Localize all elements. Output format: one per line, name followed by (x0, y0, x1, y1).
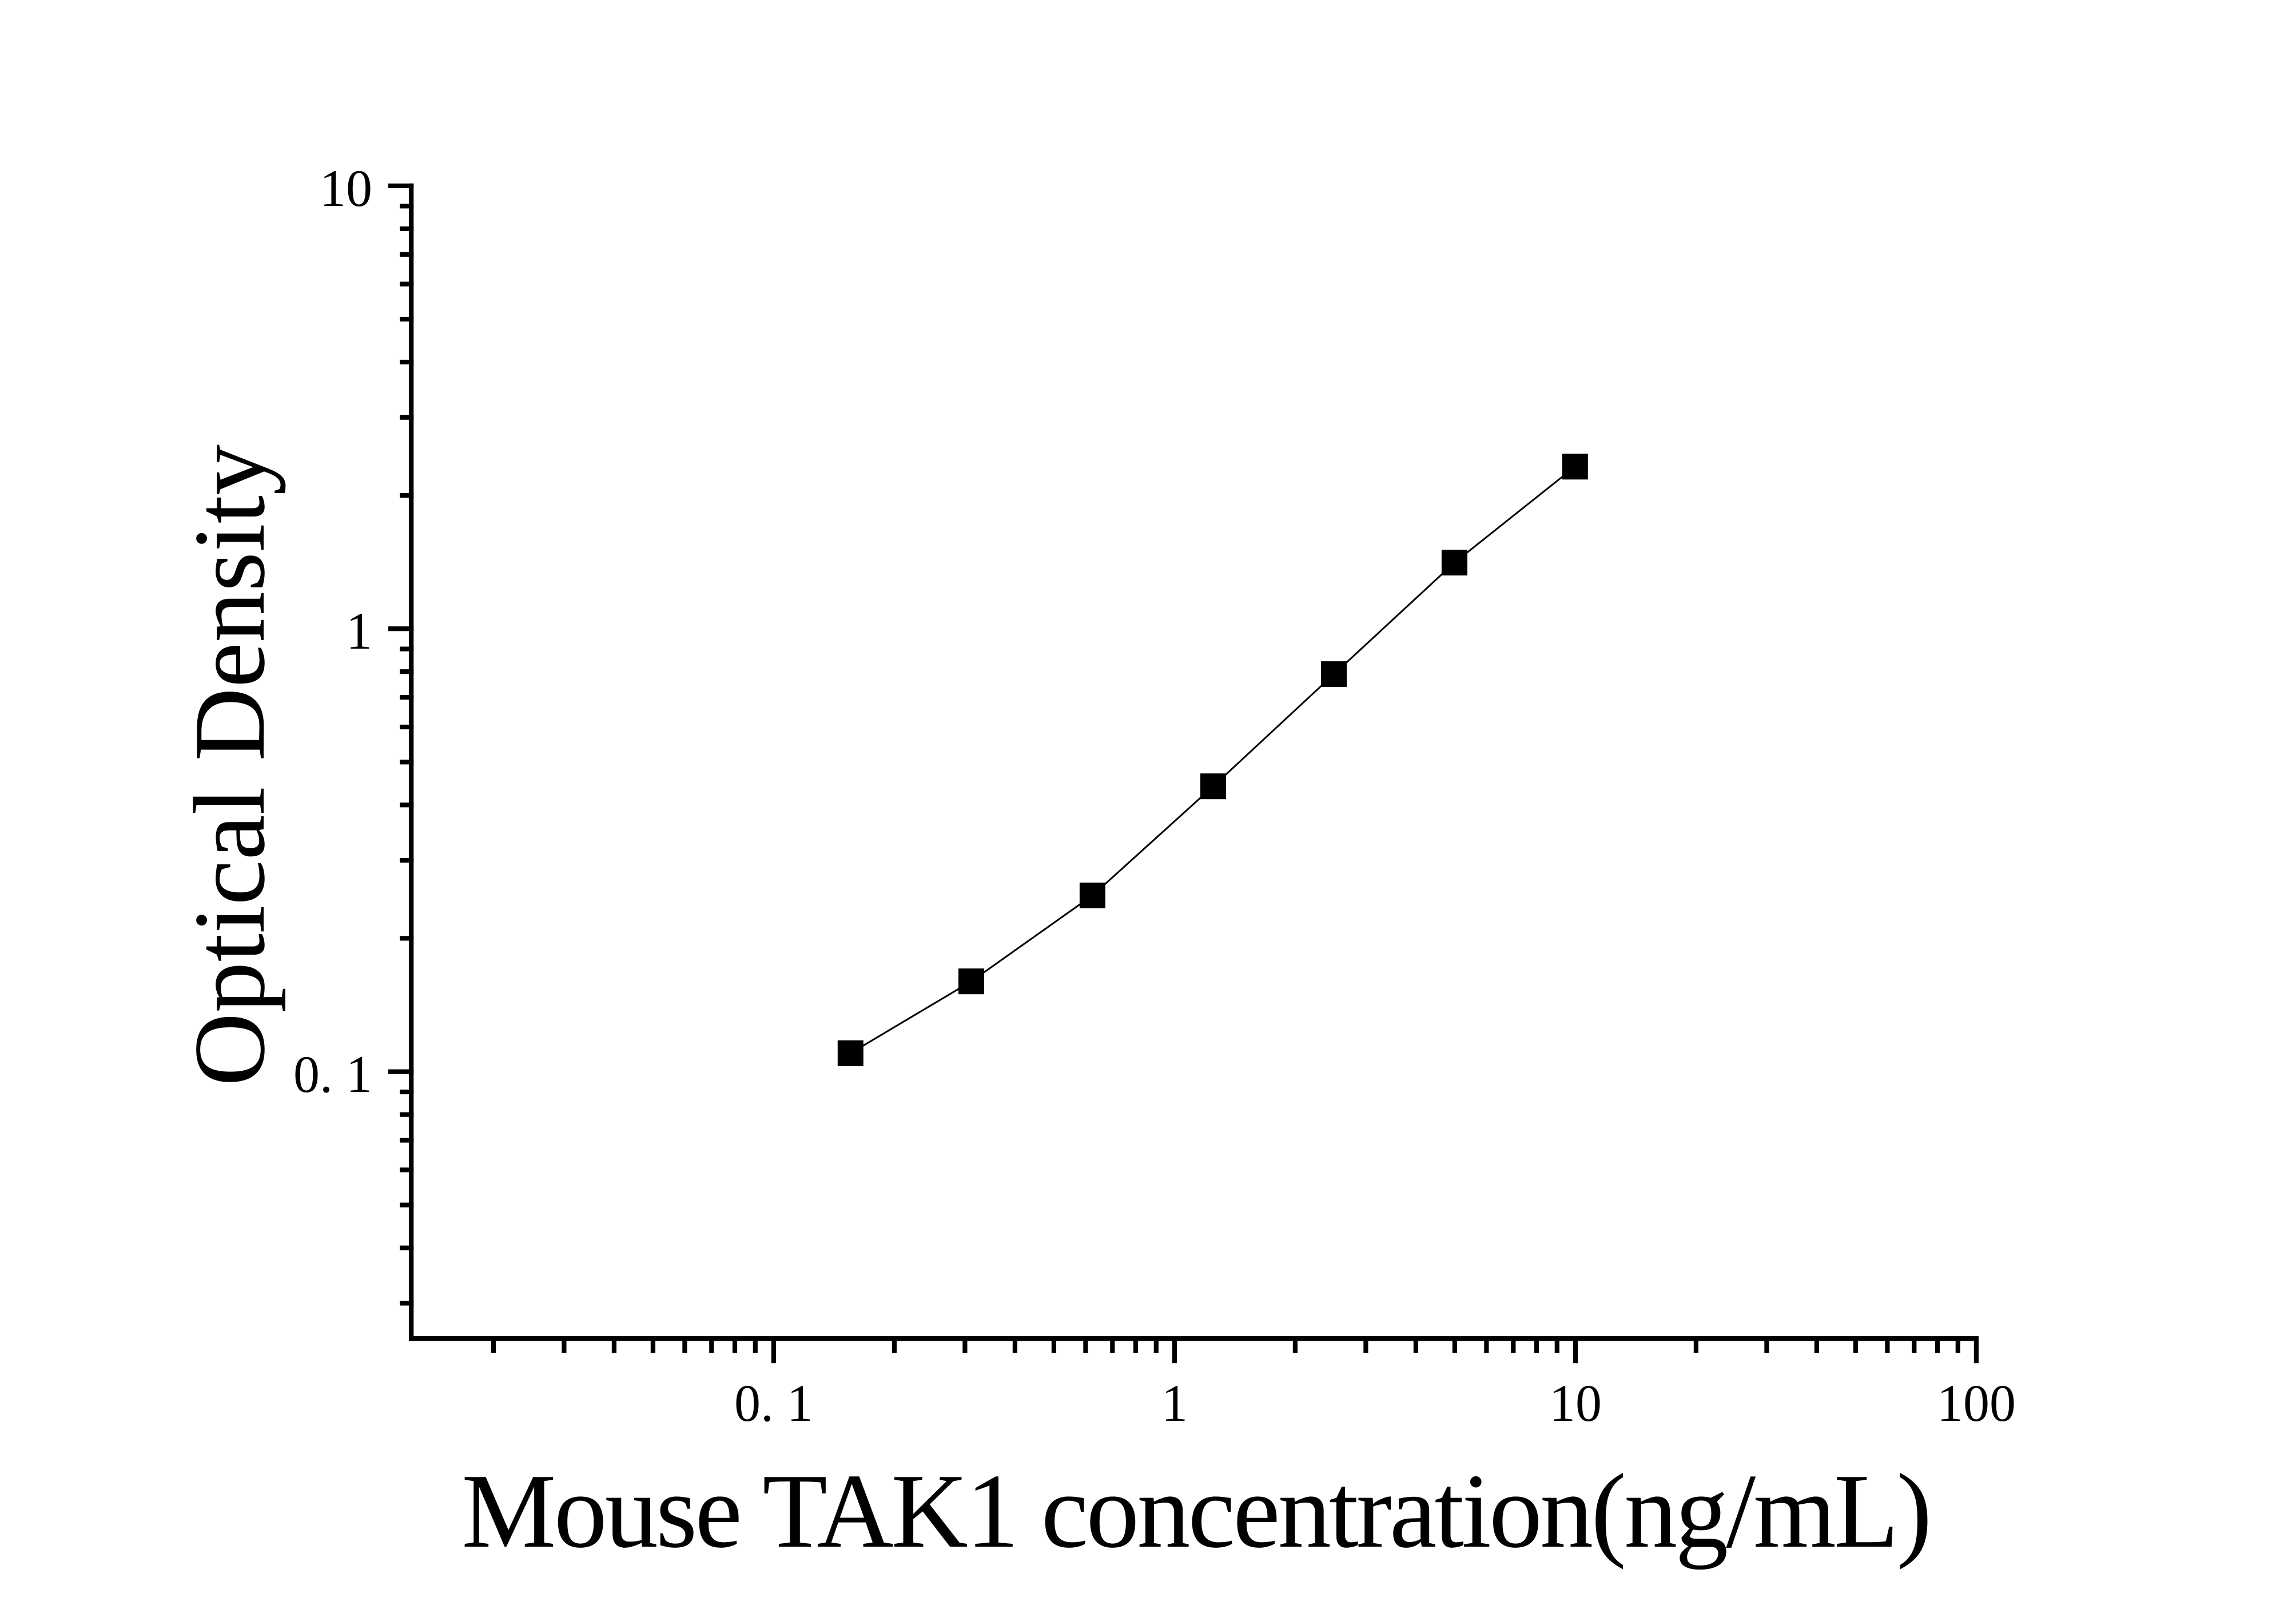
svg-text:1: 1 (346, 602, 372, 660)
svg-text:1: 1 (1161, 1374, 1188, 1432)
svg-text:100: 100 (1937, 1374, 2016, 1432)
svg-text:Optical Density: Optical Density (173, 444, 286, 1086)
svg-text:0. 1: 0. 1 (293, 1045, 372, 1103)
svg-text:10: 10 (1549, 1374, 1602, 1432)
svg-text:10: 10 (320, 159, 372, 217)
svg-text:Mouse TAK1 concentration(ng/mL: Mouse TAK1 concentration(ng/mL) (461, 1452, 1929, 1570)
svg-text:0. 1: 0. 1 (734, 1374, 813, 1432)
